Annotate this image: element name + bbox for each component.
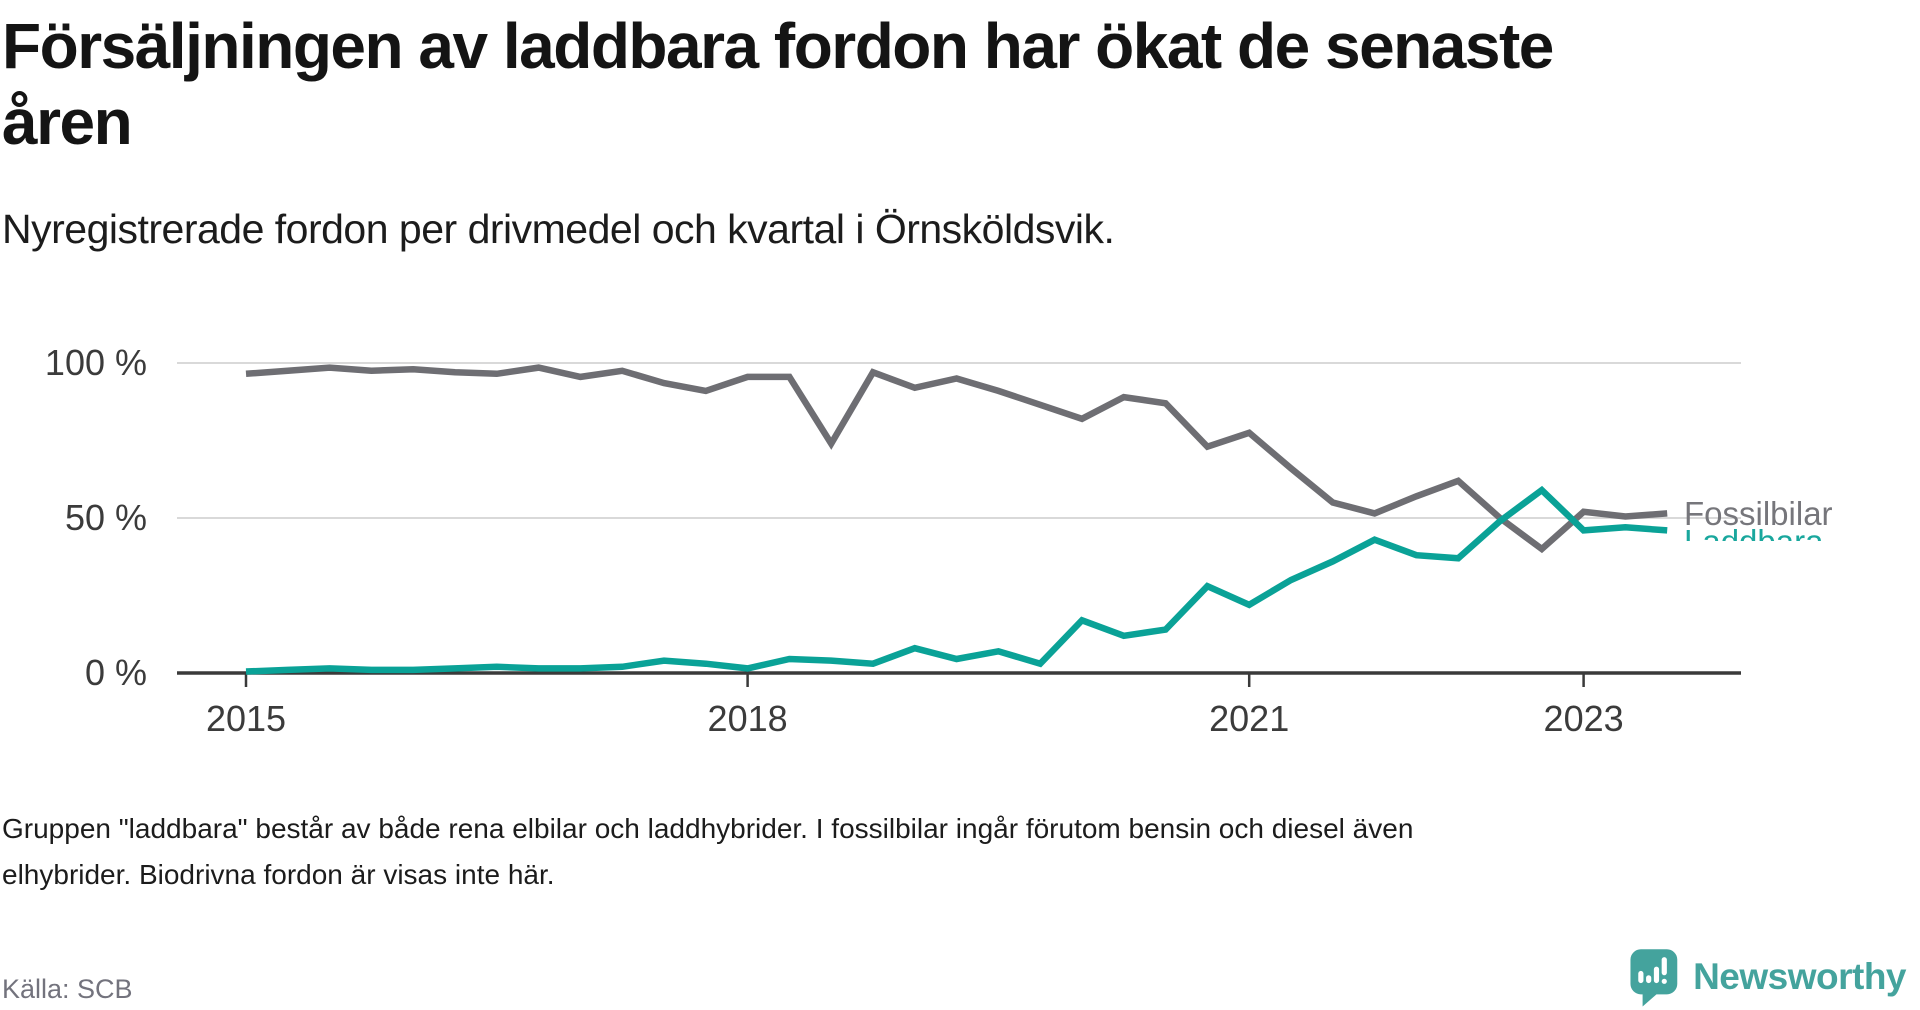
y-axis-tick-label-100: 100 % — [44, 342, 147, 383]
x-axis-tick-label: 2021 — [1209, 698, 1290, 739]
bar-icon-segment — [1646, 975, 1652, 984]
x-axis-tick-label: 2015 — [205, 698, 287, 739]
footnote-line: Gruppen "laddbara" består av både rena e… — [2, 813, 1414, 844]
series-label-laddbara-clipped: Laddbara — [1684, 522, 1904, 541]
bar-icon-segment — [1653, 966, 1660, 984]
series-line-laddbara — [245, 485, 1668, 675]
series-label-fossilbilar: Fossilbilar — [1684, 495, 1833, 532]
newsworthy-speech-bubble-chart-icon — [1630, 949, 1678, 1007]
exclamation-icon-bar — [1661, 957, 1667, 976]
footnote-line: elhybrider. Biodrivna fordon är visas in… — [2, 859, 555, 890]
x-axis-tick-label: 2023 — [1543, 698, 1624, 739]
y-axis-tick-label-50: 50 % — [64, 497, 147, 538]
y-axis-tick-label-0: 0 % — [84, 652, 147, 693]
exclamation-icon-dot — [1661, 978, 1667, 984]
series-label-laddbara: Laddbara — [1684, 522, 1904, 541]
series-line-fossilbilar — [245, 364, 1668, 554]
bar-icon-segment — [1638, 970, 1644, 984]
source-credit: Källa: SCB — [2, 974, 133, 1004]
footnote: Gruppen "laddbara" består av både rena e… — [2, 806, 1882, 898]
x-axis-tick-label: 2018 — [707, 698, 788, 739]
page-title: Försäljningen av laddbara fordon har öka… — [2, 10, 1554, 158]
brand-name: Newsworthy — [1693, 956, 1906, 997]
newsworthy-branding: Newsworthy — [1627, 948, 1906, 1007]
page-subtitle: Nyregistrerade fordon per drivmedel och … — [2, 206, 1115, 252]
